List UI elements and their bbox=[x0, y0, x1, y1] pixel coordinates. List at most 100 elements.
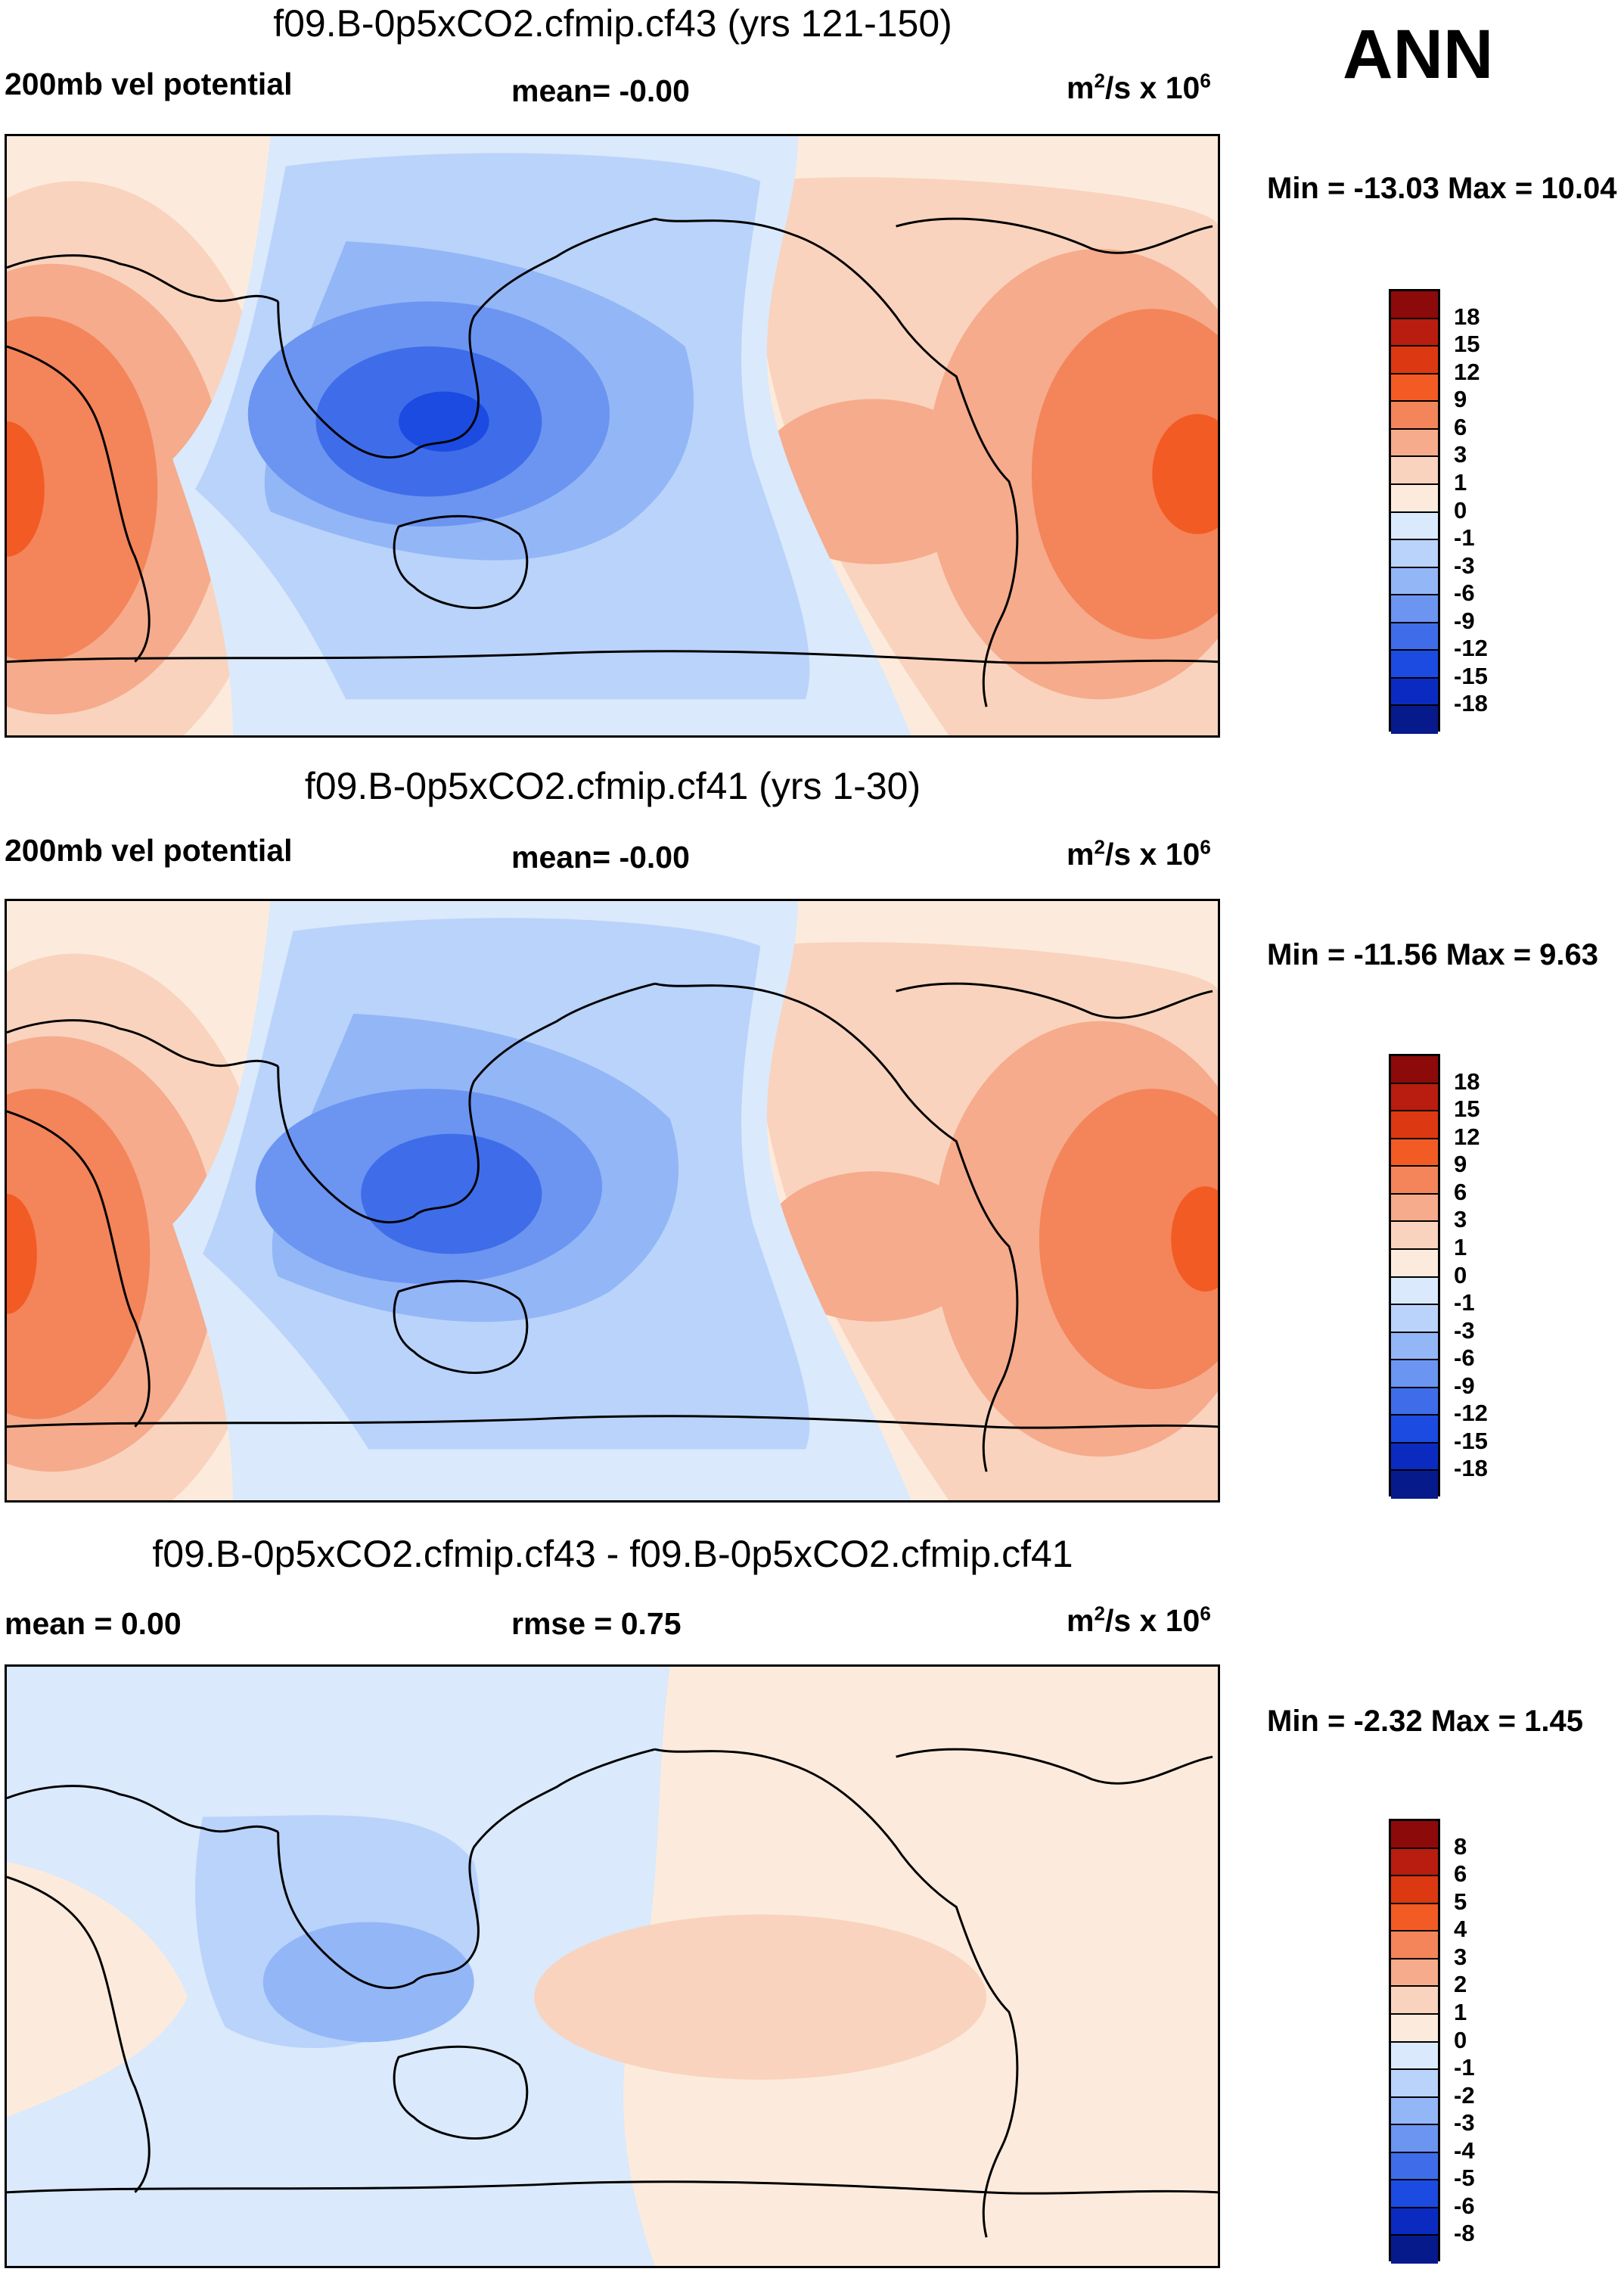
colorbar-swatch bbox=[1391, 429, 1438, 458]
colorbar-swatch bbox=[1391, 1876, 1438, 1904]
colorbar-tick-label: 4 bbox=[1454, 1916, 1467, 1943]
colorbar-swatch bbox=[1391, 1111, 1438, 1139]
colorbar-swatch bbox=[1391, 374, 1438, 402]
colorbar-tick-label: 18 bbox=[1454, 1068, 1480, 1095]
colorbar-swatch bbox=[1391, 2125, 1438, 2153]
colorbar-swatch bbox=[1391, 291, 1438, 319]
colorbar-tick-label: -1 bbox=[1454, 2054, 1475, 2081]
panel1-colorbar bbox=[1389, 289, 1440, 734]
colorbar-tick-label: -6 bbox=[1454, 1344, 1475, 1372]
panel1-title: f09.B-0p5xCO2.cfmip.cf43 (yrs 121-150) bbox=[273, 2, 952, 45]
panel2-title: f09.B-0p5xCO2.cfmip.cf41 (yrs 1-30) bbox=[304, 765, 921, 807]
panel3-map bbox=[5, 1664, 1220, 2268]
colorbar-swatch bbox=[1391, 2014, 1438, 2043]
panel3-mean-label: mean = 0.00 bbox=[5, 1606, 182, 1641]
colorbar-swatch bbox=[1391, 1167, 1438, 1195]
colorbar-tick-label: -18 bbox=[1454, 1455, 1488, 1482]
season-label: ANN bbox=[1343, 16, 1494, 93]
colorbar-tick-label: 6 bbox=[1454, 1178, 1467, 1205]
colorbar-swatch bbox=[1391, 2070, 1438, 2098]
colorbar-tick-label: 3 bbox=[1454, 441, 1467, 468]
colorbar-tick-label: -9 bbox=[1454, 607, 1475, 634]
colorbar-swatch bbox=[1391, 595, 1438, 623]
colorbar-swatch bbox=[1391, 1416, 1438, 1444]
panel1-units: m2/s x 106 bbox=[1067, 69, 1211, 105]
panel3-minmax: Min = -2.32 Max = 1.45 bbox=[1267, 1705, 1583, 1738]
colorbar-tick-label: 6 bbox=[1454, 413, 1467, 440]
colorbar-swatch bbox=[1391, 1083, 1438, 1112]
colorbar-swatch bbox=[1391, 1360, 1438, 1388]
colorbar-tick-label: -18 bbox=[1454, 690, 1488, 717]
colorbar-swatch bbox=[1391, 1222, 1438, 1250]
colorbar-swatch bbox=[1391, 1388, 1438, 1416]
colorbar-swatch bbox=[1391, 1821, 1438, 1849]
panel1-mean-label: mean= -0.00 bbox=[511, 73, 690, 108]
colorbar-tick-label: 2 bbox=[1454, 1971, 1467, 1998]
colorbar-swatch bbox=[1391, 402, 1438, 430]
colorbar-tick-label: -1 bbox=[1454, 524, 1475, 552]
colorbar-swatch bbox=[1391, 2097, 1438, 2126]
colorbar-swatch bbox=[1391, 319, 1438, 347]
colorbar-tick-label: 1 bbox=[1454, 468, 1467, 496]
panel1-map bbox=[5, 134, 1220, 738]
colorbar-tick-label: -3 bbox=[1454, 1316, 1475, 1344]
panel3-rmse-label: rmse = 0.75 bbox=[511, 1606, 682, 1641]
colorbar-swatch bbox=[1391, 1194, 1438, 1223]
colorbar-swatch bbox=[1391, 457, 1438, 485]
panel3-units: m2/s x 106 bbox=[1067, 1602, 1211, 1638]
colorbar-tick-label: 0 bbox=[1454, 1261, 1467, 1288]
colorbar-tick-label: -3 bbox=[1454, 2109, 1475, 2137]
colorbar-tick-label: 15 bbox=[1454, 1095, 1480, 1123]
colorbar-swatch bbox=[1391, 1056, 1438, 1084]
colorbar-swatch bbox=[1391, 512, 1438, 541]
panel2-map bbox=[5, 899, 1220, 1503]
colorbar-tick-label: -12 bbox=[1454, 635, 1488, 662]
colorbar-tick-label: 3 bbox=[1454, 1206, 1467, 1233]
colorbar-tick-label: -6 bbox=[1454, 580, 1475, 607]
colorbar-tick-label: 18 bbox=[1454, 303, 1480, 330]
colorbar-swatch bbox=[1391, 651, 1438, 679]
colorbar-swatch bbox=[1391, 678, 1438, 707]
panel2-units: m2/s x 106 bbox=[1067, 835, 1211, 872]
colorbar-swatch bbox=[1391, 1471, 1438, 1499]
panel3-title: f09.B-0p5xCO2.cfmip.cf43 - f09.B-0p5xCO2… bbox=[152, 1533, 1073, 1575]
colorbar-swatch bbox=[1391, 1848, 1438, 1877]
colorbar-tick-label: -3 bbox=[1454, 552, 1475, 579]
panel1-field-label: 200mb vel potential bbox=[5, 67, 293, 101]
colorbar-swatch bbox=[1391, 1332, 1438, 1361]
colorbar-swatch bbox=[1391, 347, 1438, 374]
colorbar-tick-label: 1 bbox=[1454, 1233, 1467, 1260]
colorbar-swatch bbox=[1391, 1904, 1438, 1932]
colorbar-swatch bbox=[1391, 2152, 1438, 2181]
colorbar-tick-label: 0 bbox=[1454, 496, 1467, 524]
colorbar-swatch bbox=[1391, 1931, 1438, 1959]
panel2-mean-label: mean= -0.00 bbox=[511, 840, 690, 875]
colorbar-swatch bbox=[1391, 1443, 1438, 1472]
colorbar-tick-label: -1 bbox=[1454, 1289, 1475, 1316]
colorbar-tick-label: 5 bbox=[1454, 1888, 1467, 1915]
panel2-colorbar bbox=[1389, 1054, 1440, 1499]
colorbar-swatch bbox=[1391, 2236, 1438, 2264]
colorbar-tick-label: 12 bbox=[1454, 358, 1480, 385]
colorbar-tick-label: 6 bbox=[1454, 1860, 1467, 1888]
colorbar-swatch bbox=[1391, 2208, 1438, 2236]
colorbar-swatch bbox=[1391, 1959, 1438, 1987]
colorbar-swatch bbox=[1391, 567, 1438, 596]
colorbar-tick-label: 1 bbox=[1454, 1998, 1467, 2025]
panel2-minmax: Min = -11.56 Max = 9.63 bbox=[1267, 938, 1599, 971]
colorbar-swatch bbox=[1391, 540, 1438, 568]
colorbar-tick-label: -15 bbox=[1454, 1427, 1488, 1454]
colorbar-swatch bbox=[1391, 706, 1438, 734]
colorbar-tick-label: -5 bbox=[1454, 2165, 1475, 2192]
colorbar-tick-label: -6 bbox=[1454, 2192, 1475, 2219]
colorbar-tick-label: -12 bbox=[1454, 1400, 1488, 1427]
colorbar-tick-label: 12 bbox=[1454, 1123, 1480, 1150]
colorbar-swatch bbox=[1391, 1249, 1438, 1278]
colorbar-tick-label: -9 bbox=[1454, 1372, 1475, 1399]
colorbar-swatch bbox=[1391, 2042, 1438, 2071]
colorbar-swatch bbox=[1391, 1305, 1438, 1333]
colorbar-swatch bbox=[1391, 1987, 1438, 2015]
colorbar-tick-label: 8 bbox=[1454, 1832, 1467, 1860]
colorbar-tick-label: -8 bbox=[1454, 2220, 1475, 2247]
colorbar-swatch bbox=[1391, 484, 1438, 513]
